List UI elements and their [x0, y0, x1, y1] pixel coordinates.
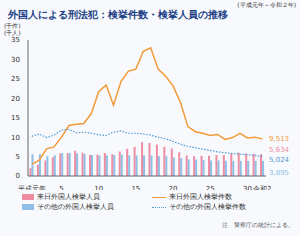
html-text:(千件): (千件): [4, 22, 21, 29]
svg-text:令和2: 令和2: [253, 185, 271, 190]
svg-text:9,513: 9,513: [269, 135, 289, 143]
svg-text:5: 5: [16, 153, 20, 161]
svg-text:30: 30: [11, 56, 20, 64]
svg-text:20: 20: [169, 185, 178, 190]
html-text:注 警察庁の統計による。: 注 警察庁の統計による。: [222, 221, 294, 228]
html-text:来日外国人検挙人員: 来日外国人検挙人員: [37, 193, 100, 201]
svg-text:0: 0: [16, 172, 20, 180]
svg-text:5,024: 5,024: [269, 156, 290, 164]
svg-text:15: 15: [11, 114, 20, 122]
svg-text:3,895: 3,895: [269, 169, 289, 177]
svg-text:30: 30: [243, 185, 252, 190]
svg-text:20: 20: [11, 95, 20, 103]
svg-text:5: 5: [59, 185, 63, 190]
svg-text:10: 10: [11, 134, 20, 142]
svg-text:10: 10: [94, 185, 103, 190]
html-text:外国人による刑法犯：検挙件数・検挙人員の推移: 外国人による刑法犯：検挙件数・検挙人員の推移: [8, 9, 228, 20]
html-text:来日外国人検挙件数: 来日外国人検挙件数: [169, 193, 232, 201]
html-text:その他の外国人検挙人員: その他の外国人検挙人員: [37, 203, 114, 211]
svg-text:15: 15: [131, 185, 140, 190]
html-text:その他の外国人検挙件数: その他の外国人検挙件数: [169, 203, 246, 211]
html-text:(平成元年～令和２年): (平成元年～令和２年): [237, 1, 296, 8]
html-text:(千人): (千人): [4, 29, 21, 36]
svg-text:25: 25: [206, 185, 215, 190]
svg-text:35: 35: [11, 36, 20, 44]
svg-text:平成元年: 平成元年: [18, 185, 46, 190]
svg-text:25: 25: [11, 75, 20, 83]
svg-text:5,634: 5,634: [269, 146, 290, 154]
